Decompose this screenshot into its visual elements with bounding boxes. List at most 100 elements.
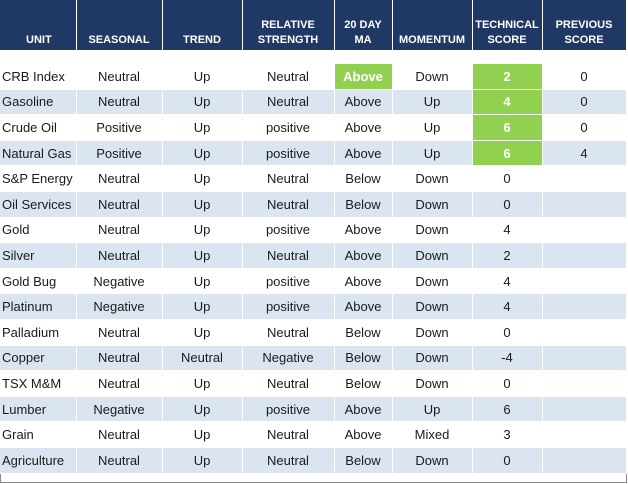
cell-relative-strength: positive xyxy=(242,114,335,141)
cell-20-day-ma: Below xyxy=(334,319,393,346)
cell-momentum: Up xyxy=(392,396,473,423)
cell-trend: Up xyxy=(162,114,243,141)
cell-previous-score xyxy=(542,396,627,423)
cell-previous-score xyxy=(542,447,627,474)
cell-previous-score xyxy=(542,165,627,192)
cell-20-day-ma: Below xyxy=(334,165,393,192)
cell-previous-score xyxy=(542,191,627,218)
cell-previous-score: 0 xyxy=(542,63,627,90)
cell-previous-score xyxy=(542,217,627,244)
cell-momentum: Down xyxy=(392,217,473,244)
cell-trend: Up xyxy=(162,89,243,116)
cell-20-day-ma: Below xyxy=(334,345,393,372)
technical-score-table: UNIT SEASONAL TREND RELATIVE STRENGTH 20… xyxy=(0,0,627,474)
cell-unit: Lumber xyxy=(0,396,77,423)
cell-20-day-ma: Above xyxy=(334,63,393,90)
cell-unit: TSX M&M xyxy=(0,370,77,397)
cell-trend: Up xyxy=(162,421,243,448)
cell-unit: Copper xyxy=(0,345,77,372)
cell-momentum: Down xyxy=(392,268,473,295)
cell-seasonal: Neutral xyxy=(76,370,163,397)
header-relative-strength: RELATIVE STRENGTH xyxy=(242,0,335,50)
cell-relative-strength: Neutral xyxy=(242,370,335,397)
cell-relative-strength: positive xyxy=(242,268,335,295)
cell-20-day-ma: Below xyxy=(334,191,393,218)
cell-20-day-ma: Above xyxy=(334,293,393,320)
cell-seasonal: Neutral xyxy=(76,345,163,372)
table-row: Silver Neutral Up Neutral Above Down 2 xyxy=(0,242,627,269)
cell-previous-score xyxy=(542,319,627,346)
table-row: Oil Services Neutral Up Neutral Below Down 0 xyxy=(0,191,627,218)
cell-seasonal: Neutral xyxy=(76,242,163,269)
header-20-day-ma: 20 DAY MA xyxy=(334,0,393,50)
cell-20-day-ma: Below xyxy=(334,370,393,397)
cell-momentum: Up xyxy=(392,114,473,141)
cell-20-day-ma: Above xyxy=(334,89,393,116)
header-momentum: MOMENTUM xyxy=(392,0,473,50)
table-row: Crude Oil Positive Up positive Above Up 6 0 xyxy=(0,114,627,141)
spacer-row xyxy=(0,50,627,64)
cell-unit: CRB Index xyxy=(0,63,77,90)
cell-technical-score: 3 xyxy=(472,421,543,448)
cell-technical-score: 4 xyxy=(472,89,543,116)
cell-unit: Agriculture xyxy=(0,447,77,474)
cell-technical-score: 6 xyxy=(472,396,543,423)
cell-20-day-ma: Above xyxy=(334,396,393,423)
cell-20-day-ma: Above xyxy=(334,268,393,295)
cell-seasonal: Neutral xyxy=(76,165,163,192)
cell-previous-score xyxy=(542,268,627,295)
cell-technical-score: 0 xyxy=(472,447,543,474)
cell-seasonal: Negative xyxy=(76,268,163,295)
cell-technical-score: 4 xyxy=(472,293,543,320)
cell-previous-score xyxy=(542,242,627,269)
cell-seasonal: Neutral xyxy=(76,447,163,474)
cell-unit: Grain xyxy=(0,421,77,448)
table-row: Platinum Negative Up positive Above Down 4 xyxy=(0,293,627,320)
cell-technical-score: 2 xyxy=(472,63,543,90)
table-row: TSX M&M Neutral Up Neutral Below Down 0 xyxy=(0,370,627,397)
cell-technical-score: 0 xyxy=(472,191,543,218)
cell-trend: Up xyxy=(162,242,243,269)
cell-20-day-ma: Above xyxy=(334,140,393,167)
cell-unit: Oil Services xyxy=(0,191,77,218)
cell-unit: Platinum xyxy=(0,293,77,320)
cell-seasonal: Neutral xyxy=(76,63,163,90)
cell-trend: Up xyxy=(162,293,243,320)
cell-20-day-ma: Above xyxy=(334,421,393,448)
cell-relative-strength: Neutral xyxy=(242,421,335,448)
cell-unit: Gold Bug xyxy=(0,268,77,295)
cell-relative-strength: Neutral xyxy=(242,242,335,269)
header-seasonal: SEASONAL xyxy=(76,0,163,50)
cell-relative-strength: positive xyxy=(242,396,335,423)
cell-trend: Neutral xyxy=(162,345,243,372)
header-unit: UNIT xyxy=(0,0,77,50)
cell-previous-score: 0 xyxy=(542,89,627,116)
cell-relative-strength: Neutral xyxy=(242,89,335,116)
cell-previous-score xyxy=(542,345,627,372)
cell-20-day-ma: Above xyxy=(334,242,393,269)
cell-20-day-ma: Above xyxy=(334,114,393,141)
cell-momentum: Down xyxy=(392,63,473,90)
cell-trend: Up xyxy=(162,268,243,295)
cell-trend: Up xyxy=(162,319,243,346)
cell-technical-score: 6 xyxy=(472,114,543,141)
cell-trend: Up xyxy=(162,140,243,167)
cell-relative-strength: positive xyxy=(242,140,335,167)
cell-technical-score: 2 xyxy=(472,242,543,269)
cell-unit: Gold xyxy=(0,217,77,244)
cell-seasonal: Neutral xyxy=(76,217,163,244)
cell-previous-score xyxy=(542,370,627,397)
cell-trend: Up xyxy=(162,63,243,90)
cell-momentum: Down xyxy=(392,319,473,346)
cell-relative-strength: Neutral xyxy=(242,447,335,474)
cell-trend: Up xyxy=(162,217,243,244)
table-row: Grain Neutral Up Neutral Above Mixed 3 xyxy=(0,421,627,448)
cell-seasonal: Neutral xyxy=(76,421,163,448)
table-row: S&P Energy Neutral Up Neutral Below Down 0 xyxy=(0,165,627,192)
cell-relative-strength: positive xyxy=(242,293,335,320)
cell-seasonal: Positive xyxy=(76,140,163,167)
table-row: Lumber Negative Up positive Above Up 6 xyxy=(0,396,627,423)
table-row: Palladium Neutral Up Neutral Below Down 0 xyxy=(0,319,627,346)
cell-unit: S&P Energy xyxy=(0,165,77,192)
cell-momentum: Up xyxy=(392,89,473,116)
